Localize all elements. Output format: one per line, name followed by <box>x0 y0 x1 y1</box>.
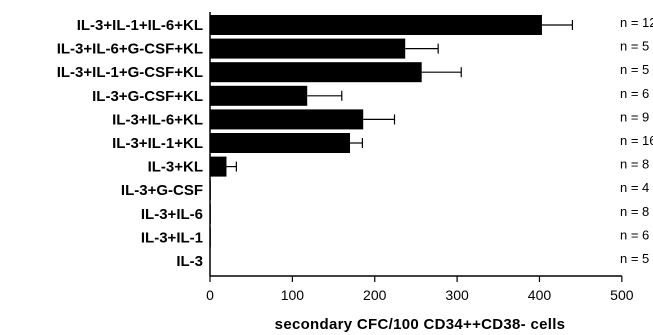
category-labels-group: IL-3+IL-1+IL-6+KL IL-3+IL-6+G-CSF+KL IL-3+… <box>57 17 203 270</box>
category-label: IL-3+IL-6 <box>141 206 203 223</box>
bar <box>210 38 406 59</box>
category-label: IL-3+G-CSF <box>121 182 203 199</box>
bar <box>210 15 542 35</box>
bars-group <box>210 15 542 248</box>
category-label: IL-3 <box>176 253 203 270</box>
x-ticks-group: 0 100 200 300 400 500 <box>206 276 634 303</box>
n-label: n = 5 <box>620 251 649 266</box>
n-label: n = 6 <box>620 86 649 101</box>
x-axis-label: secondary CFC/100 CD34++CD38- cells <box>275 316 566 333</box>
category-label: IL-3+G-CSF+KL <box>92 88 203 105</box>
n-label: n = 4 <box>620 180 649 195</box>
n-label: n = 12 <box>620 15 653 30</box>
x-tick-label: 500 <box>610 287 634 303</box>
x-tick-label: 0 <box>206 287 214 303</box>
x-tick-label: 100 <box>281 287 305 303</box>
category-label: IL-3+IL-1 <box>141 229 203 246</box>
bar <box>210 133 351 153</box>
bar <box>210 109 364 130</box>
n-labels-group: n = 12 n = 5 n = 5 n = 6 n = 9 n = 16 n = 8 n =… <box>620 15 653 266</box>
category-label: IL-3+IL-6+KL <box>112 111 203 128</box>
bar <box>210 85 308 106</box>
category-label: IL-3+KL <box>148 159 203 176</box>
category-label: IL-3+IL-6+G-CSF+KL <box>57 41 203 58</box>
n-label: n = 6 <box>620 227 649 242</box>
x-tick-label: 300 <box>445 287 469 303</box>
x-tick-label: 200 <box>363 287 387 303</box>
n-label: n = 8 <box>620 204 649 219</box>
category-label: IL-3+IL-1+KL <box>112 135 203 152</box>
error-bars-group <box>226 20 574 172</box>
bar <box>210 62 422 83</box>
x-tick-label: 400 <box>528 287 552 303</box>
bar <box>210 156 227 177</box>
n-label: n = 8 <box>620 157 649 172</box>
n-label: n = 5 <box>620 62 649 77</box>
n-label: n = 9 <box>620 109 649 124</box>
n-label: n = 5 <box>620 39 649 54</box>
n-label: n = 16 <box>620 133 653 148</box>
category-label: IL-3+IL-1+G-CSF+KL <box>57 64 203 81</box>
category-label: IL-3+IL-1+IL-6+KL <box>77 17 203 34</box>
